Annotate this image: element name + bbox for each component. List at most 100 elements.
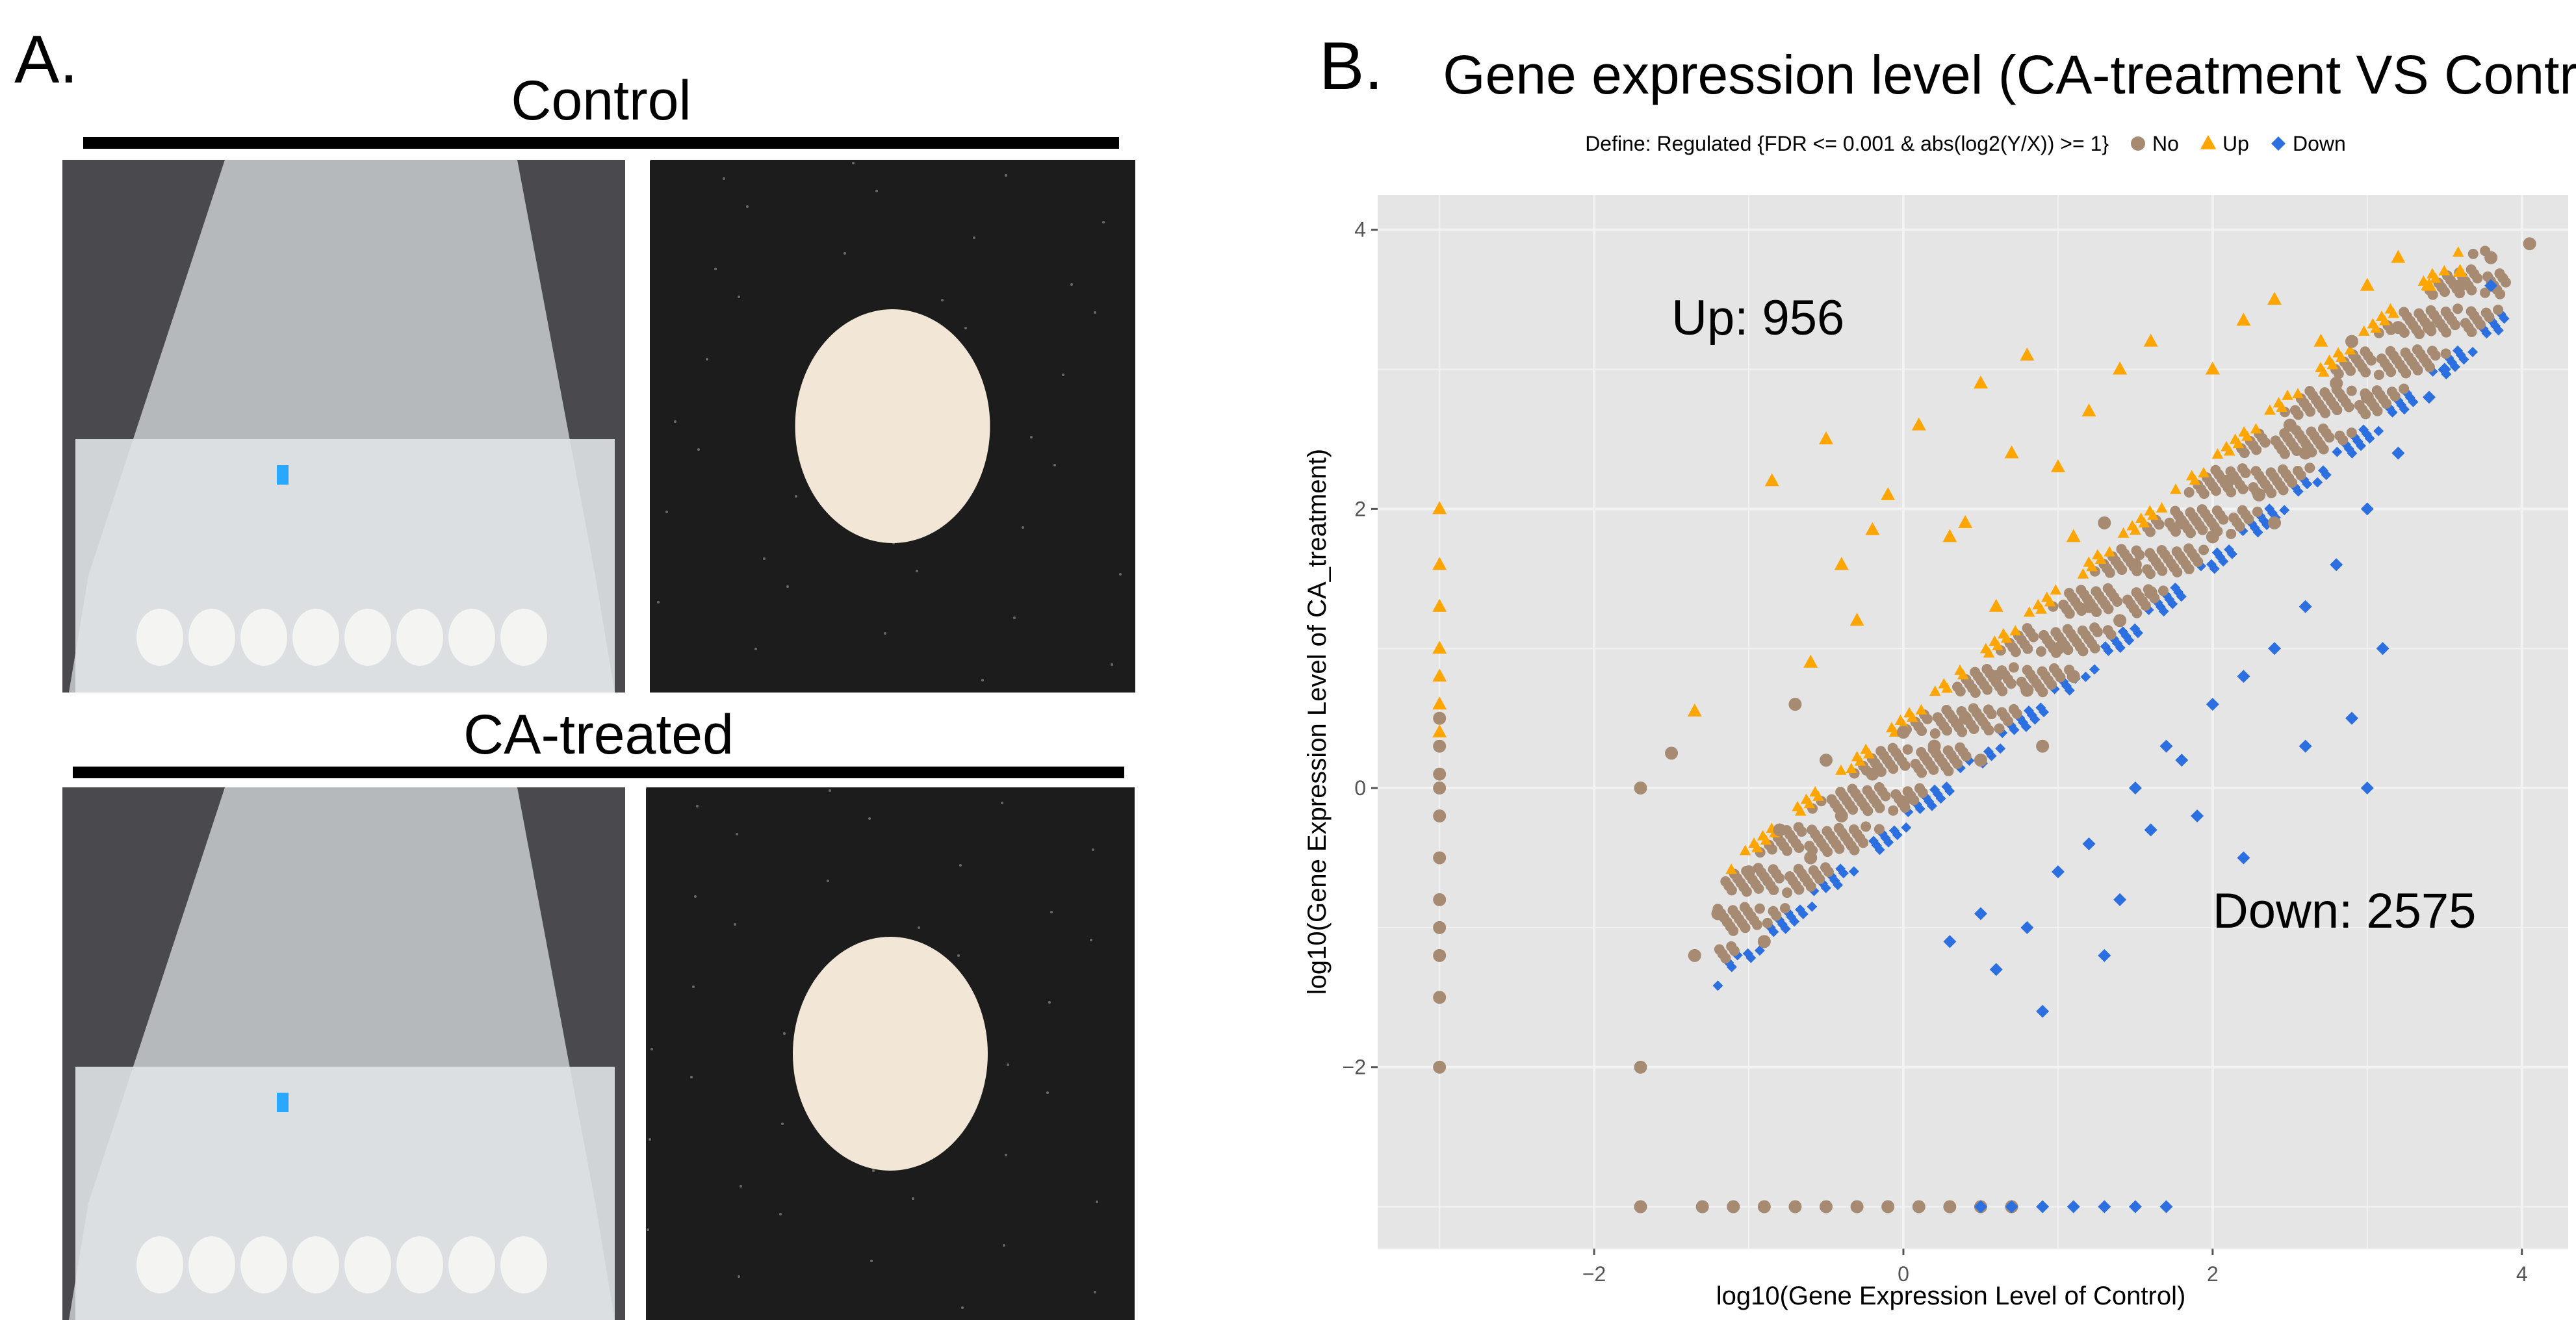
cloud-point bbox=[1888, 805, 1899, 816]
cloud-point bbox=[2037, 666, 2048, 677]
cloud-point bbox=[2250, 466, 2261, 477]
cloud-point bbox=[2427, 346, 2438, 357]
cloud-point bbox=[1714, 944, 1725, 955]
cloud-point bbox=[1808, 865, 1819, 876]
cloud-point bbox=[2104, 546, 2115, 557]
point-no bbox=[2252, 488, 2266, 502]
y-tick-label: 2 bbox=[1354, 497, 1366, 520]
background-speck bbox=[649, 1138, 651, 1141]
point-no bbox=[1835, 809, 1848, 823]
cloud-point bbox=[1915, 704, 1927, 715]
x-tick-label: −2 bbox=[1582, 1262, 1606, 1286]
cloud-point bbox=[1792, 800, 1803, 811]
background-speck bbox=[844, 252, 846, 255]
cloud-point bbox=[2292, 465, 2303, 476]
cloud-point bbox=[2358, 325, 2370, 336]
point-no bbox=[2067, 670, 2080, 683]
treated-flask-photo bbox=[62, 787, 625, 1320]
point-up bbox=[1942, 529, 1957, 542]
point-up bbox=[1849, 613, 1864, 626]
legend-no-label: No bbox=[2152, 132, 2179, 155]
point-no bbox=[2283, 418, 2297, 432]
cloud-point bbox=[2058, 600, 2069, 611]
point-no bbox=[1896, 795, 1910, 809]
point-no bbox=[1742, 865, 1756, 878]
point-down bbox=[2128, 782, 2142, 795]
cloud-point bbox=[2352, 436, 2363, 447]
cloud-point bbox=[1929, 784, 1940, 795]
background-speck bbox=[738, 1275, 740, 1278]
point-up bbox=[1432, 641, 1447, 654]
background-speck bbox=[1092, 848, 1094, 851]
cloud-point bbox=[2371, 385, 2382, 396]
cloud-point bbox=[2237, 463, 2248, 474]
cloud-point bbox=[2238, 426, 2250, 437]
point-up bbox=[2113, 361, 2128, 375]
cloud-point bbox=[2467, 248, 2479, 259]
cloud-point bbox=[2224, 544, 2235, 555]
cloud-point bbox=[1712, 980, 1723, 991]
panel-a-letter: A. bbox=[14, 22, 79, 97]
legend-up-label: Up bbox=[2222, 132, 2249, 155]
point-no bbox=[2345, 335, 2358, 348]
point-no bbox=[1757, 1200, 1771, 1214]
point-down bbox=[2191, 809, 2204, 823]
point-no bbox=[2144, 586, 2157, 600]
cloud-point bbox=[1920, 792, 1931, 803]
cloud-point bbox=[1847, 783, 1858, 795]
cloud-point bbox=[1793, 863, 1804, 874]
background-speck bbox=[714, 268, 717, 270]
point-up bbox=[1432, 557, 1447, 570]
point-down bbox=[2159, 1200, 2173, 1214]
point-no bbox=[2113, 614, 2127, 628]
cloud-point bbox=[1938, 678, 1950, 689]
legend-down-label: Down bbox=[2293, 132, 2346, 155]
cloud-point bbox=[1795, 904, 1806, 915]
cloud-point bbox=[1980, 642, 1992, 654]
cloud-point bbox=[2023, 606, 2035, 617]
cloud-point bbox=[1765, 922, 1776, 933]
point-no bbox=[1788, 698, 1802, 711]
cloud-point bbox=[2183, 487, 2195, 498]
background-speck bbox=[1001, 802, 1003, 804]
point-no bbox=[2020, 683, 2034, 697]
cloud-point bbox=[1739, 902, 1750, 913]
cloud-point bbox=[1826, 794, 1837, 805]
x-axis-label: log10(Gene Expression Level of Control) bbox=[1716, 1282, 2186, 1310]
point-up bbox=[1973, 375, 1988, 389]
background-speck bbox=[1007, 1063, 1009, 1066]
cloud-point bbox=[2250, 423, 2262, 434]
cloud-point bbox=[1809, 786, 1821, 797]
point-no bbox=[2523, 237, 2536, 251]
point-down bbox=[2237, 670, 2250, 683]
background-speck bbox=[783, 1032, 786, 1035]
control-mycelium-photo bbox=[650, 160, 1135, 693]
cloud-point bbox=[2091, 586, 2102, 597]
cloud-point bbox=[2386, 387, 2397, 398]
background-speck bbox=[918, 926, 920, 929]
point-up bbox=[1432, 501, 1447, 515]
up-count-annotation: Up: 956 bbox=[1671, 290, 1844, 346]
cloud-point bbox=[2400, 347, 2411, 358]
series-down bbox=[1943, 279, 2498, 1214]
point-down bbox=[2020, 921, 2034, 934]
point-up bbox=[1958, 515, 1973, 528]
cloud-point bbox=[2206, 559, 2217, 570]
point-up bbox=[2050, 459, 2065, 472]
point-down bbox=[2113, 893, 2127, 906]
cloud-point bbox=[2050, 584, 2062, 595]
mycelium-pellet bbox=[240, 1236, 287, 1293]
point-no bbox=[1433, 739, 1447, 753]
point-no bbox=[1927, 739, 1941, 753]
cloud-point bbox=[1877, 828, 1888, 839]
mycelium-pellet bbox=[396, 609, 443, 666]
cloud-point bbox=[2376, 311, 2388, 322]
cloud-point bbox=[2354, 400, 2365, 411]
point-no bbox=[1433, 851, 1447, 865]
cloud-point bbox=[1809, 885, 1820, 896]
cloud-point bbox=[2481, 328, 2492, 339]
cloud-point bbox=[2032, 599, 2044, 610]
series-up bbox=[1432, 249, 2467, 738]
cloud-point bbox=[2198, 466, 2209, 477]
cloud-point bbox=[2376, 353, 2387, 364]
